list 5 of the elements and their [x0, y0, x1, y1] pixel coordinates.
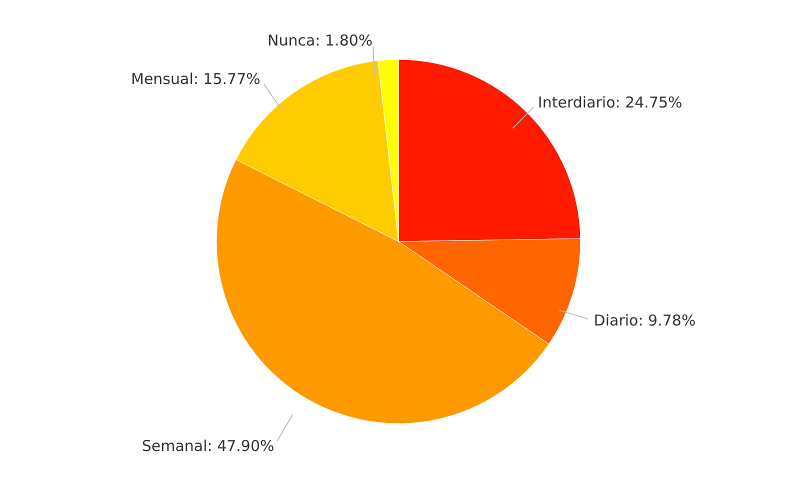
slice-label: Nunca: 1.80% — [268, 31, 373, 50]
slice-label: Diario: 9.78% — [594, 312, 696, 330]
slice-label: Interdiario: 24.75% — [538, 94, 682, 112]
slice-label: Mensual: 15.77% — [131, 70, 260, 88]
slice-label: Semanal: 47.90% — [142, 436, 274, 455]
